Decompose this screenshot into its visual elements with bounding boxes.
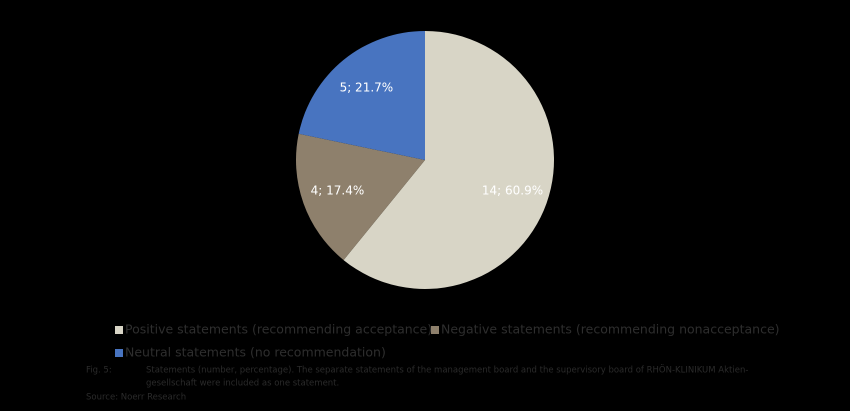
data-label: 14; 60.9% (482, 184, 543, 198)
data-label: 5; 21.7% (340, 80, 394, 94)
legend-label: Positive statements (recommending accept… (125, 322, 432, 337)
legend-swatch (115, 349, 123, 357)
legend-label: Neutral statements (no recommendation) (125, 345, 386, 360)
data-label: 4; 17.4% (311, 184, 365, 198)
source: Source: Noerr Research (86, 393, 186, 403)
pie-slice (296, 133, 425, 261)
figure-number: Fig. 5: (86, 366, 112, 376)
pie-slice (298, 31, 425, 160)
legend-swatch (115, 326, 123, 334)
legend-swatch (431, 326, 439, 334)
caption-line: gesellschaft were included as one statem… (146, 379, 339, 389)
pie-slice (343, 31, 554, 289)
legend-label: Negative statements (recommending nonacc… (441, 322, 780, 337)
caption-line: Statements (number, percentage). The sep… (146, 365, 748, 376)
